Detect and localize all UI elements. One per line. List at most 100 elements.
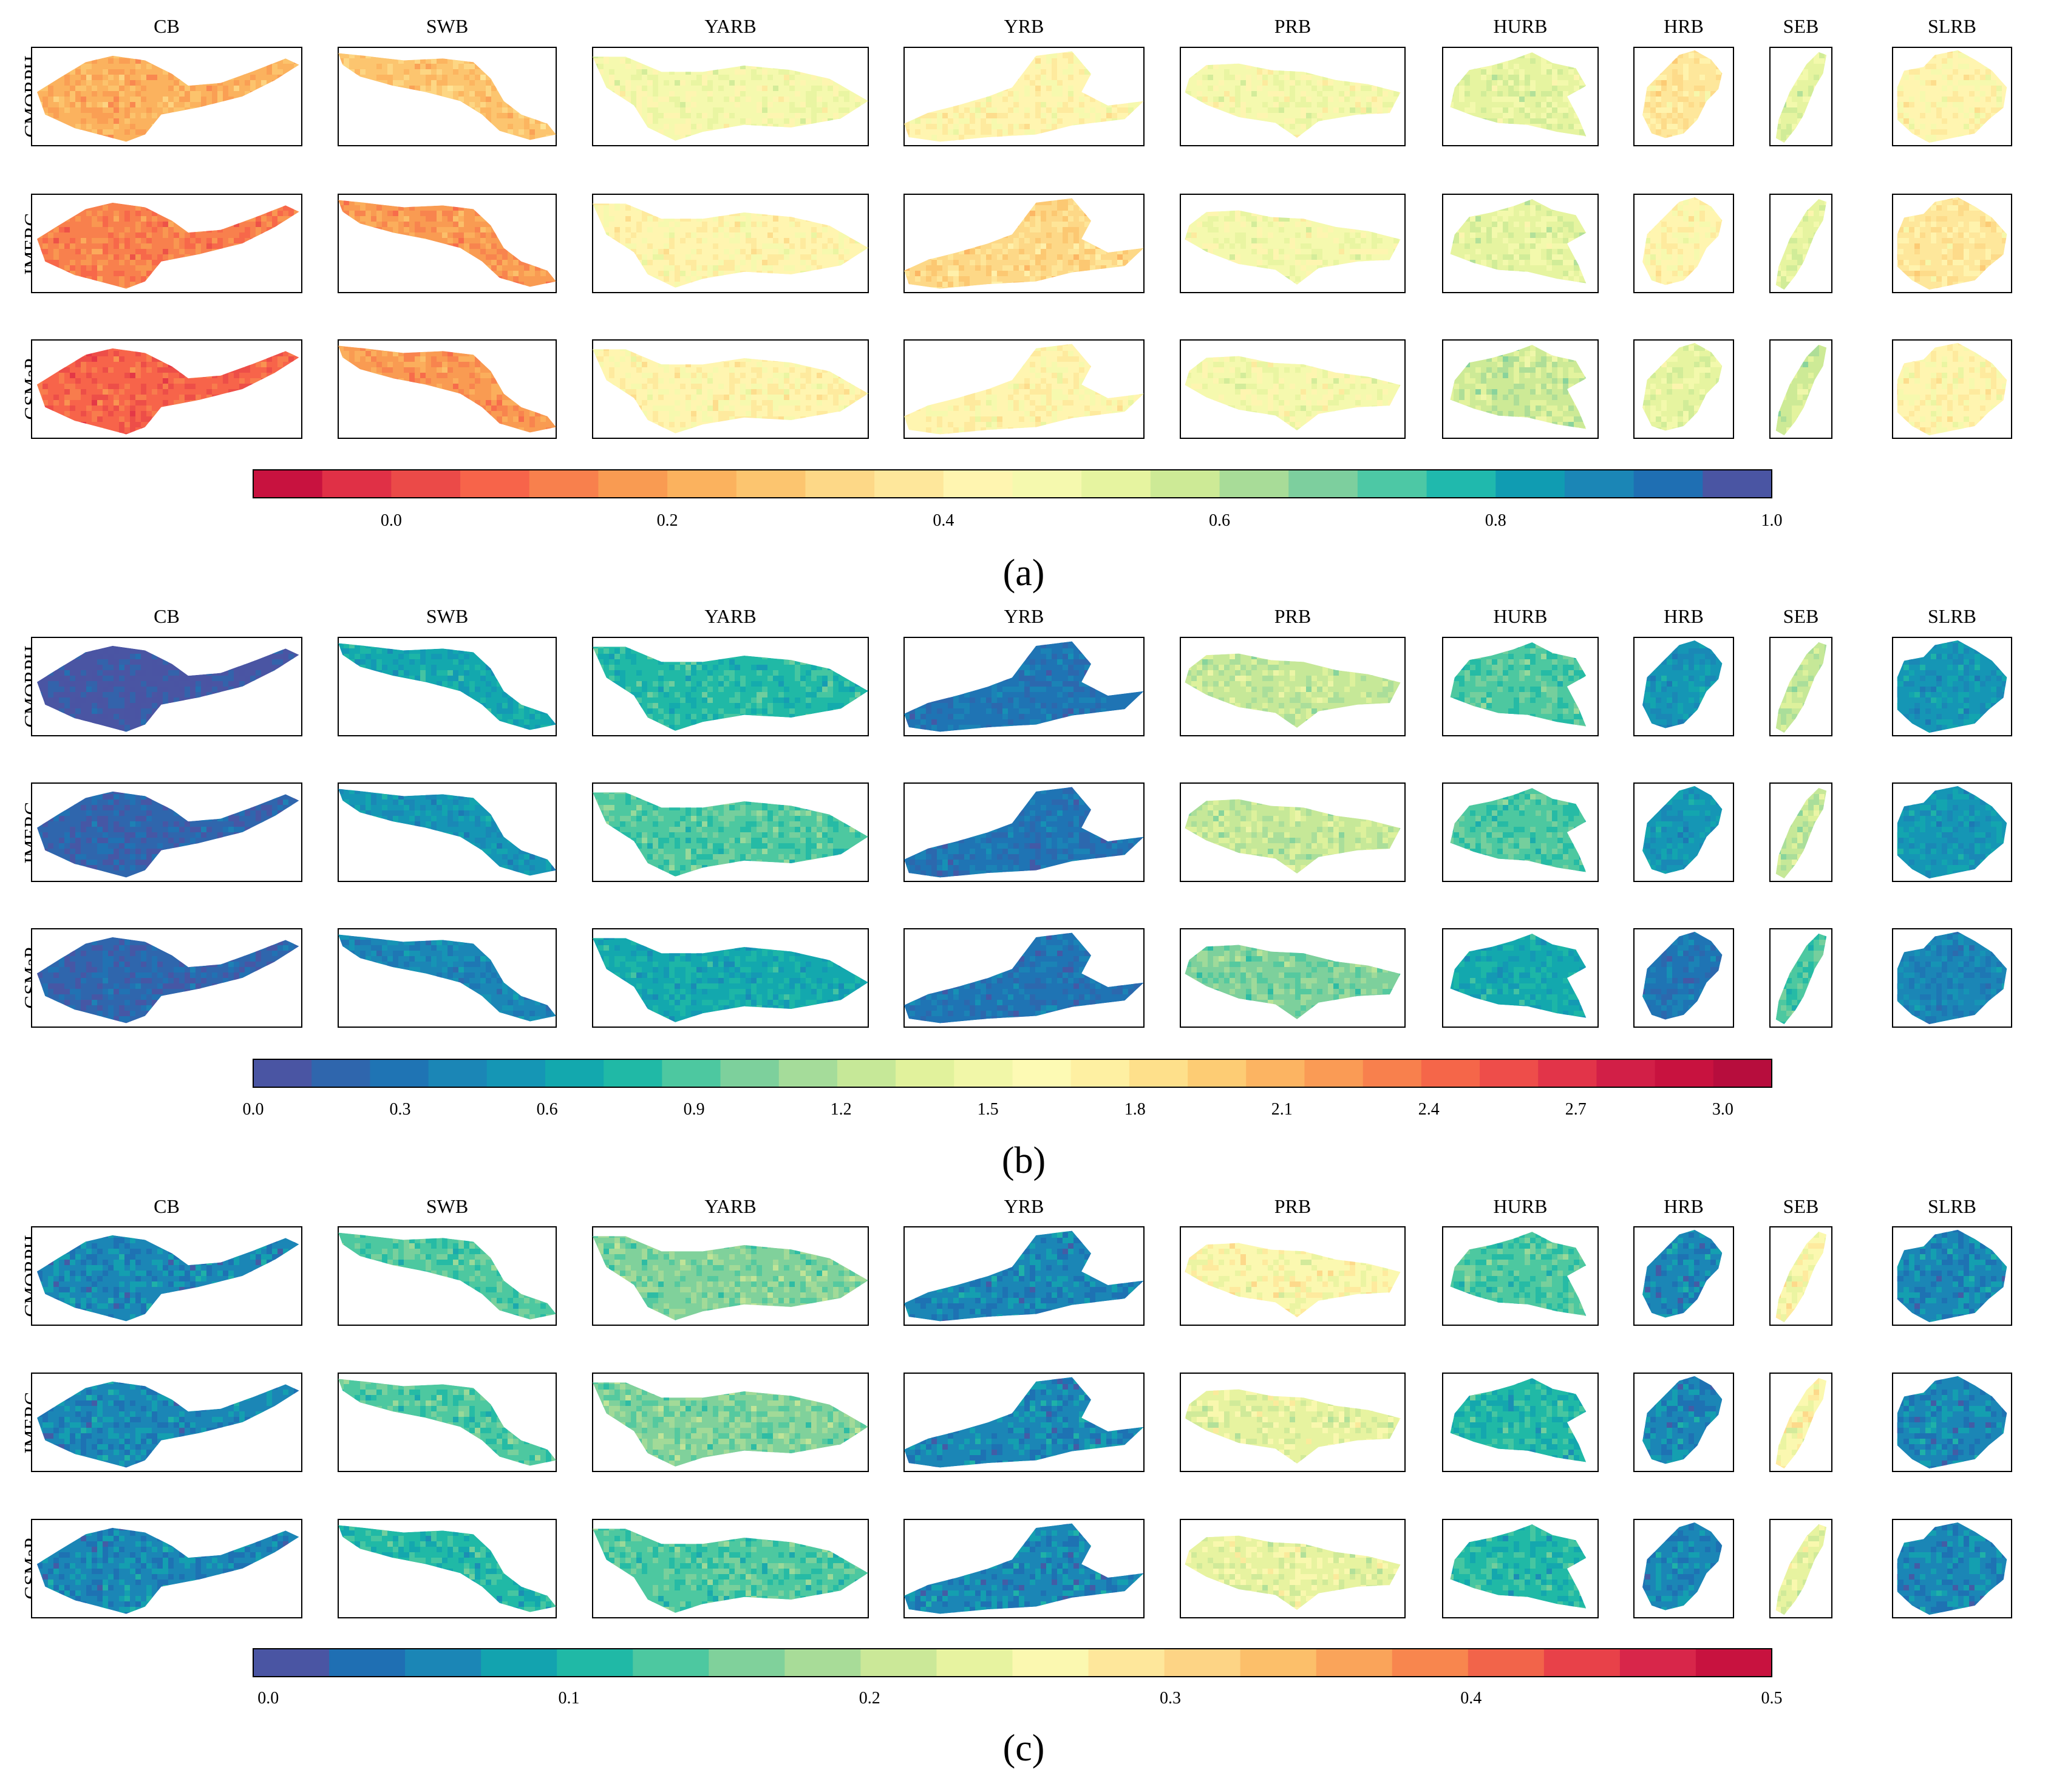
map-pixel	[931, 113, 937, 118]
map-pixel	[1240, 243, 1246, 249]
map-pixel	[1344, 91, 1350, 97]
map-pixel	[1519, 69, 1525, 75]
map-pixel	[992, 124, 997, 129]
map-pixel	[1366, 107, 1372, 113]
map-pixel	[146, 107, 152, 113]
map-pixel	[1486, 227, 1492, 232]
map-pixel	[702, 265, 707, 271]
map-pixel	[92, 113, 97, 118]
map-pixel	[119, 276, 124, 282]
map-pixel	[664, 232, 669, 238]
map-pixel	[1958, 97, 1964, 102]
map-pixel	[948, 118, 953, 124]
map-pixel	[119, 69, 124, 75]
map-pixel	[1290, 271, 1295, 276]
map-pixel	[1678, 97, 1683, 102]
map-pixel	[1650, 254, 1656, 260]
map-pixel	[1317, 113, 1322, 118]
map-pixel	[458, 238, 464, 243]
map-pixel	[789, 118, 795, 124]
map-pixel	[724, 232, 729, 238]
map-pixel	[800, 80, 806, 86]
map-pixel	[1514, 243, 1519, 249]
map-pixel	[609, 80, 614, 86]
map-pixel	[669, 265, 675, 271]
map-pixel	[114, 102, 119, 107]
map-pixel	[1931, 227, 1936, 232]
map-pixel	[696, 276, 702, 282]
map-pixel	[1361, 249, 1366, 254]
map-pixel	[1068, 64, 1073, 69]
map-pixel	[1328, 227, 1333, 232]
map-pixel	[1019, 254, 1024, 260]
map-pixel	[1046, 243, 1052, 249]
map-pixel	[179, 80, 185, 86]
map-pixel	[75, 216, 81, 222]
map-pixel	[420, 227, 426, 232]
map-pixel	[1980, 243, 1985, 249]
map-pixel	[1541, 118, 1546, 124]
map-pixel	[64, 107, 70, 113]
map-pixel	[1931, 222, 1936, 227]
map-pixel	[1947, 75, 1953, 80]
map-pixel	[1985, 249, 1991, 254]
map-pixel	[1897, 91, 1898, 97]
map-pixel	[1514, 222, 1519, 227]
map-pixel	[272, 69, 277, 75]
map-pixel	[1208, 243, 1213, 249]
map-pixel	[366, 216, 371, 222]
map-pixel	[702, 227, 707, 232]
map-pixel	[535, 265, 540, 271]
map-pixel	[124, 107, 130, 113]
map-pixel	[784, 118, 789, 124]
map-pixel	[1667, 135, 1672, 138]
map-pixel	[1936, 205, 1942, 211]
map-pixel	[1808, 211, 1814, 216]
map-pixel	[458, 222, 464, 227]
map-pixel	[664, 276, 669, 282]
map-pixel	[513, 276, 519, 282]
map-pixel	[1024, 254, 1030, 260]
map-pixel	[970, 249, 975, 254]
map-pixel	[636, 75, 642, 80]
map-pixel	[371, 222, 376, 227]
map-pixel	[1372, 238, 1377, 243]
map-pixel	[981, 102, 986, 107]
map-pixel	[119, 91, 124, 97]
map-pixel	[1268, 107, 1273, 113]
map-pixel	[497, 102, 502, 107]
map-pixel	[839, 243, 844, 249]
map-pixel	[975, 265, 981, 271]
map-pixel	[1958, 205, 1964, 211]
map-pixel	[190, 243, 196, 249]
map-pixel	[1678, 238, 1683, 243]
map-pixel	[593, 58, 598, 64]
map-pixel	[152, 216, 157, 222]
map-pixel	[1301, 91, 1306, 97]
map-pixel	[1041, 243, 1046, 249]
map-pixel	[1710, 232, 1716, 238]
map-pixel	[1492, 265, 1497, 271]
map-pixel	[751, 69, 757, 75]
map-pixel	[724, 265, 729, 271]
map-pixel	[1068, 249, 1073, 254]
map-pixel	[1781, 107, 1786, 113]
map-pixel	[1525, 91, 1530, 97]
map-pixel	[1041, 113, 1046, 118]
map-pixel	[1295, 232, 1301, 238]
map-pixel	[789, 265, 795, 271]
map-pixel	[1546, 97, 1552, 102]
map-pixel	[1897, 102, 1898, 107]
map-pixel	[959, 135, 964, 140]
map-pixel	[1678, 271, 1683, 276]
map-pixel	[1689, 53, 1694, 58]
map-pixel	[1667, 254, 1672, 260]
map-pixel	[696, 113, 702, 118]
map-pixel	[163, 97, 168, 102]
map-pixel	[1284, 254, 1290, 260]
map-pixel	[931, 124, 937, 129]
map-pixel	[1574, 86, 1579, 91]
map-pixel	[234, 238, 239, 243]
map-pixel	[1030, 211, 1035, 216]
map-pixel	[986, 265, 992, 271]
